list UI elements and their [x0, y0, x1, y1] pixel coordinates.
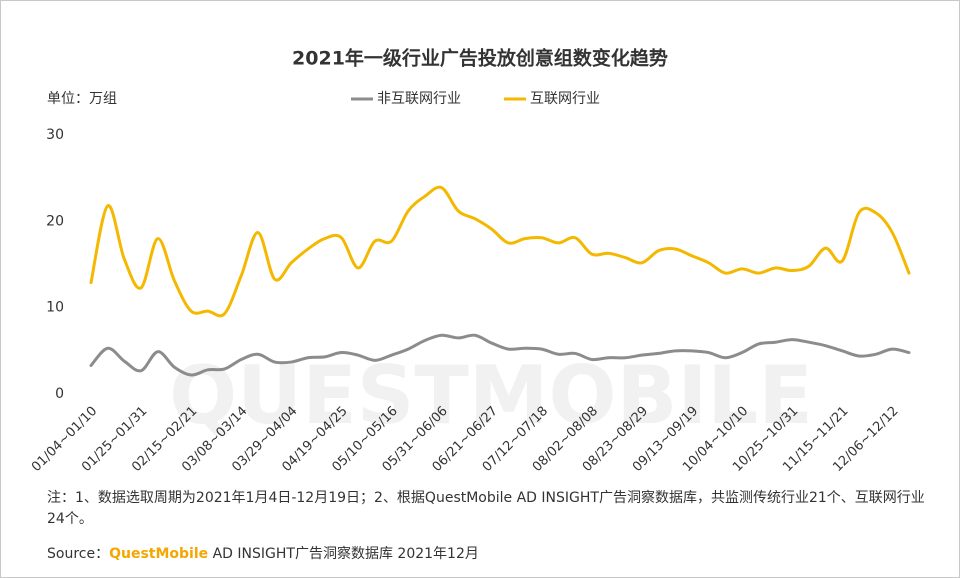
- source-brand: QuestMobile: [109, 546, 209, 562]
- legend-label: 非互联网行业: [377, 91, 461, 107]
- source-rest: AD INSIGHT广告洞察数据库 2021年12月: [208, 546, 479, 562]
- chart-title: 2021年一级行业广告投放创意组数变化趋势: [292, 47, 668, 70]
- unit-label: 单位：万组: [47, 91, 117, 107]
- y-tick-label: 30: [46, 127, 64, 143]
- note: 注：1、数据选取周期为2021年1月4日-12月19日；2、根据QuestMob…: [47, 490, 925, 527]
- legend-label: 互联网行业: [530, 91, 600, 107]
- series-line: [89, 333, 911, 377]
- watermark: QUESTMOBILE: [169, 349, 813, 442]
- y-tick-label: 0: [55, 386, 64, 402]
- y-tick-label: 10: [46, 300, 64, 316]
- series-line: [89, 185, 911, 318]
- y-tick-label: 20: [46, 213, 64, 229]
- source: Source：QuestMobile AD INSIGHT广告洞察数据库 202…: [47, 543, 479, 563]
- source-label: Source：: [47, 546, 110, 562]
- chart: QUESTMOBILE 2021年一级行业广告投放创意组数变化趋势 单位：万组 …: [29, 47, 911, 475]
